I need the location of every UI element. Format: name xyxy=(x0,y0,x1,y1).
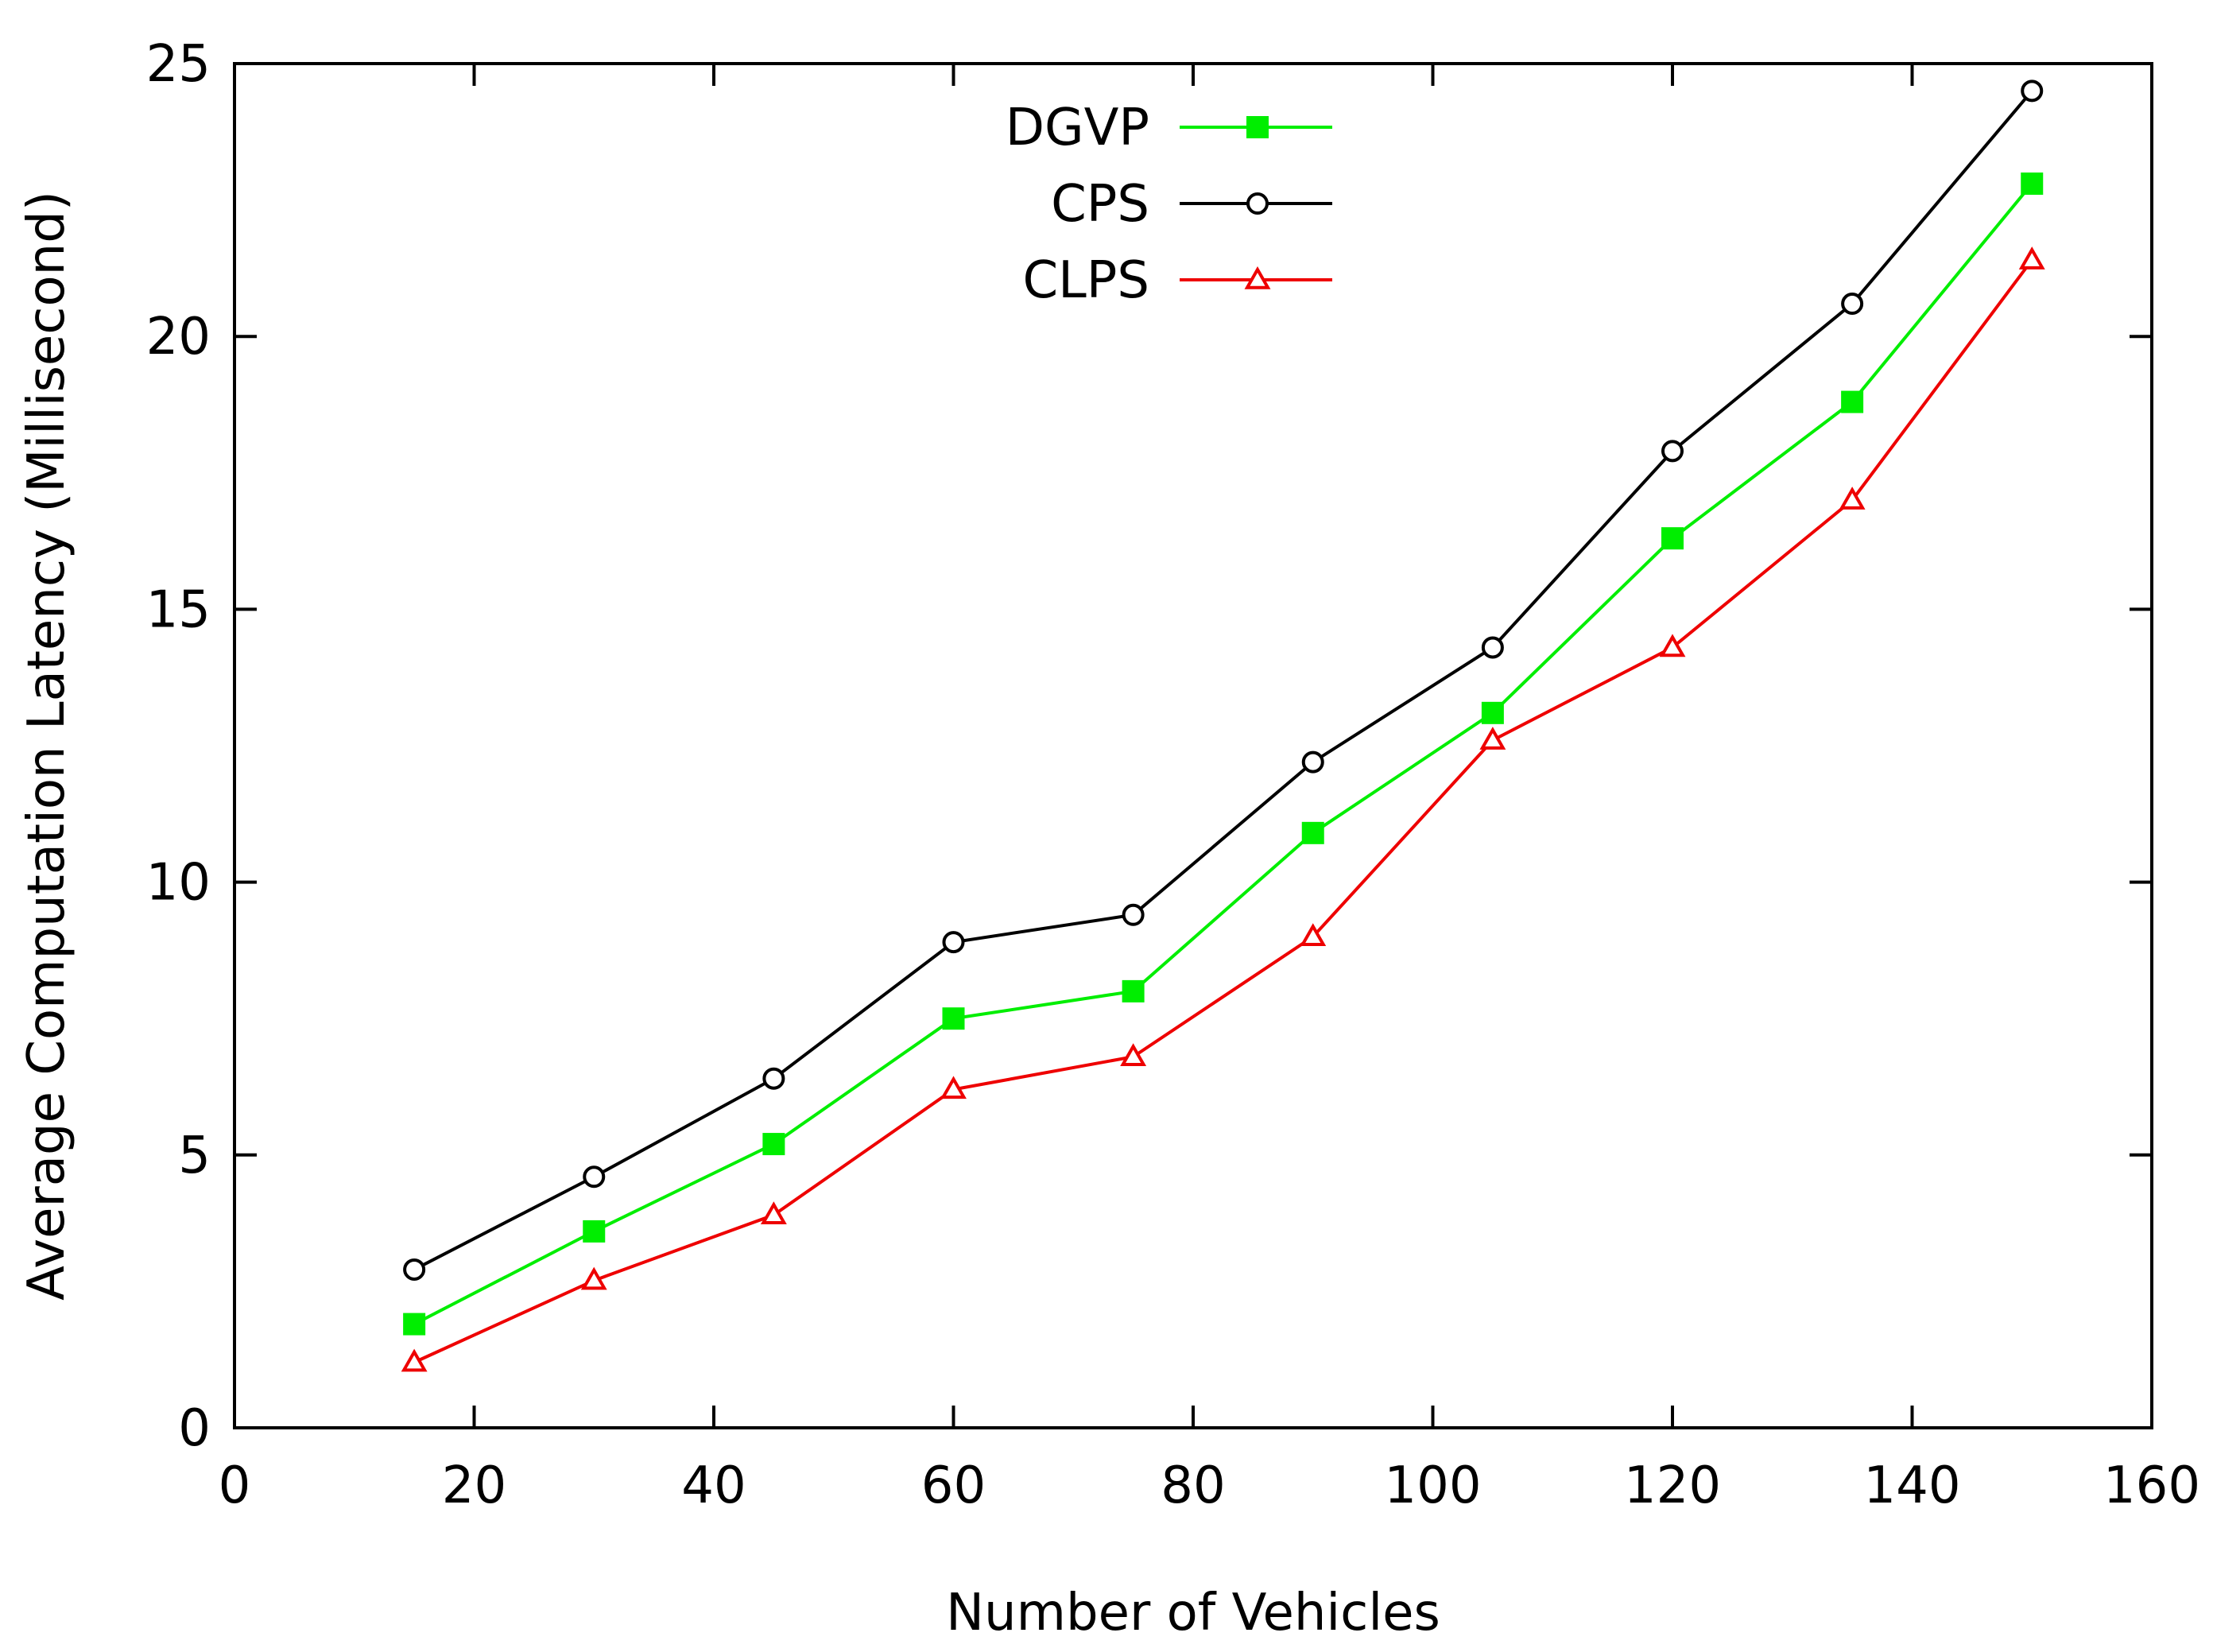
data-point-clps xyxy=(1839,487,1866,510)
y-tick-label: 5 xyxy=(178,1127,211,1185)
series-clps xyxy=(401,246,2045,1372)
data-point-clps xyxy=(1120,1043,1147,1066)
x-tick-label: 140 xyxy=(1863,1456,1960,1515)
series-line-clps xyxy=(413,258,2033,1364)
x-axis-label: Number of Vehicles xyxy=(946,1584,1440,1642)
series-layer xyxy=(401,79,2045,1372)
x-tick-label: 160 xyxy=(2103,1456,2200,1515)
series-dgvp xyxy=(403,173,2044,1336)
series-line-cps xyxy=(413,90,2033,1271)
plot-frame xyxy=(233,62,2153,1429)
legend-marker-clps xyxy=(1244,266,1271,289)
y-tick-label: 0 xyxy=(178,1399,211,1458)
y-tick-label: 20 xyxy=(146,308,211,366)
data-point-dgvp xyxy=(1122,979,1145,1002)
y-tick-label: 25 xyxy=(146,35,211,94)
data-point-clps xyxy=(760,1201,787,1225)
data-point-dgvp xyxy=(1841,390,1864,413)
data-point-cps xyxy=(1841,293,1864,316)
y-tick-label: 10 xyxy=(146,854,211,913)
data-point-cps xyxy=(1481,636,1504,659)
data-point-dgvp xyxy=(762,1133,785,1156)
data-point-cps xyxy=(1122,903,1145,926)
data-point-dgvp xyxy=(1481,701,1504,724)
data-point-cps xyxy=(583,1165,606,1189)
data-point-clps xyxy=(1300,923,1327,946)
y-tick-label: 15 xyxy=(146,580,211,639)
legend-label-clps: CLPS xyxy=(1022,251,1149,310)
data-point-clps xyxy=(1479,727,1506,750)
x-tick-labels: 0 20 40 60 80 100 120 140 160 xyxy=(219,1456,2200,1515)
data-point-dgvp xyxy=(1301,821,1324,844)
legend-label-dgvp: DGVP xyxy=(1006,99,1149,157)
data-point-cps xyxy=(762,1067,785,1090)
data-point-clps xyxy=(580,1266,607,1290)
x-tick-label: 40 xyxy=(681,1456,746,1515)
data-point-cps xyxy=(1301,750,1324,774)
data-point-dgvp xyxy=(403,1313,426,1336)
data-point-dgvp xyxy=(1661,527,1684,550)
data-point-dgvp xyxy=(942,1007,965,1030)
x-tick-label: 60 xyxy=(921,1456,986,1515)
data-point-cps xyxy=(942,931,965,954)
legend-marker-dgvp xyxy=(1246,116,1269,138)
x-tick-label: 120 xyxy=(1624,1456,1721,1515)
y-axis-label: Average Computation Latency (Millisecond… xyxy=(17,191,76,1301)
data-point-clps xyxy=(1659,634,1686,657)
x-tick-label: 0 xyxy=(219,1456,251,1515)
data-point-clps xyxy=(401,1348,428,1372)
legend-label-cps: CPS xyxy=(1051,175,1149,234)
x-tick-label: 80 xyxy=(1161,1456,1225,1515)
series-line-dgvp xyxy=(413,182,2033,1326)
data-point-cps xyxy=(1661,440,1684,463)
data-point-cps xyxy=(2021,79,2044,103)
x-tick-label: 20 xyxy=(442,1456,506,1515)
data-point-clps xyxy=(2018,246,2045,270)
axis-ticks xyxy=(233,62,2153,1429)
legend-marker-cps xyxy=(1246,192,1269,215)
x-tick-label: 100 xyxy=(1384,1456,1481,1515)
series-cps xyxy=(403,79,2044,1281)
legend: DGVP CPS CLPS xyxy=(1006,99,1332,310)
y-tick-labels: 0 5 10 15 20 25 xyxy=(146,35,211,1458)
data-point-cps xyxy=(403,1258,426,1281)
data-point-dgvp xyxy=(2021,173,2044,196)
data-point-clps xyxy=(940,1076,967,1099)
data-point-dgvp xyxy=(583,1220,606,1243)
